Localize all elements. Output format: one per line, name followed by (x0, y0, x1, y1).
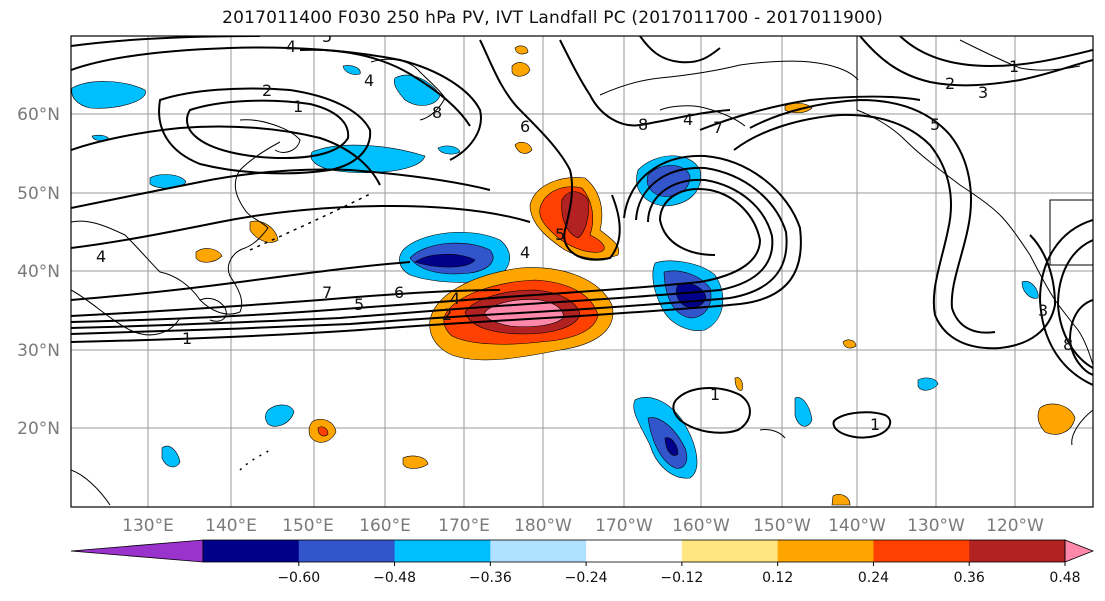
island-chain (239, 449, 271, 471)
colorbar-segment (203, 540, 300, 562)
colorbar-segment (490, 540, 587, 562)
colorbar-tick-label: −0.36 (469, 570, 512, 586)
colorbar-segment (298, 540, 396, 562)
contour-label: 8 (1063, 335, 1073, 354)
colorbar-tick-label: −0.60 (277, 570, 320, 586)
colorbar-tick-label: −0.24 (565, 570, 608, 586)
contour-label: 3 (978, 83, 988, 102)
lon-tick: 160°E (359, 516, 411, 536)
contour-label: 5 (354, 295, 364, 314)
landfall-track (249, 193, 371, 251)
contour-label: 6 (394, 283, 404, 302)
colorbar-tick-label: 0.12 (762, 570, 793, 586)
lat-tick: 40°N (17, 262, 60, 282)
lon-tick: 120°W (986, 516, 1044, 536)
contour-label: 1 (870, 415, 880, 434)
contour-label: 5 (930, 115, 940, 134)
contour-label: 1 (182, 329, 192, 348)
colorbar: −0.60 −0.48 −0.36 −0.24 −0.12 0.12 0.24 0.36 0.4… (70, 539, 1095, 586)
lon-tick: 140°E (205, 516, 257, 536)
page-title: 2017011400 F030 250 hPa PV, IVT Landfall… (222, 8, 883, 28)
colorbar-tick-label: 0.24 (858, 570, 889, 586)
contour-label: 2 (945, 74, 955, 93)
lon-tick: 150°W (753, 516, 811, 536)
contour-label: 4 (450, 289, 460, 308)
map-frame (70, 35, 1094, 508)
lon-tick-labels: 130°E 140°E 150°E 160°E 170°E 180°W 170°… (122, 516, 1044, 536)
colorbar-segment (586, 540, 683, 562)
pv-contours (71, 36, 1093, 439)
contour-label: 8 (638, 115, 648, 134)
colorbar-extension-low (70, 539, 204, 563)
lon-tick: 140°W (828, 516, 886, 536)
contour-label: 3 (1038, 301, 1048, 320)
lon-tick: 170°E (438, 516, 490, 536)
colorbar-segment (394, 540, 491, 562)
contour-label: 2 (442, 305, 452, 324)
lat-tick-labels: 60°N 50°N 40°N 30°N 20°N (17, 105, 60, 439)
contour-label: 1 (710, 385, 720, 404)
colorbar-tick-label: 0.48 (1049, 570, 1080, 586)
lat-tick: 60°N (17, 105, 60, 125)
contour-label: 2 (262, 81, 272, 100)
lon-tick: 160°W (672, 516, 730, 536)
colorbar-tick-label: −0.12 (660, 570, 703, 586)
contour-label: 4 (286, 37, 296, 56)
lat-tick: 30°N (17, 341, 60, 361)
colorbar-segment (777, 540, 874, 562)
contour-label: 1 (293, 97, 303, 116)
contour-label: 4 (96, 247, 106, 266)
colorbar-outline (202, 539, 1066, 563)
contour-label: 1 (1009, 57, 1019, 76)
contour-label: 6 (520, 117, 530, 136)
lon-tick: 180°W (514, 516, 572, 536)
contour-label: 4 (683, 110, 693, 129)
contour-label: 7 (713, 118, 723, 137)
colorbar-segment (969, 540, 1066, 562)
lon-tick: 130°W (907, 516, 965, 536)
colorbar-segment (681, 540, 779, 562)
contour-label: 4 (364, 71, 374, 90)
lon-tick: 130°E (122, 516, 174, 536)
colorbar-tick-label: 0.36 (954, 570, 985, 586)
colorbar-segment (873, 540, 970, 562)
lat-tick: 50°N (17, 184, 60, 204)
colorbar-extension-high (1064, 539, 1095, 563)
lon-tick: 170°W (595, 516, 653, 536)
lat-tick: 20°N (17, 419, 60, 439)
contour-label: 8 (432, 103, 442, 122)
contour-label: 4 (520, 243, 530, 262)
contour-label: 7 (322, 283, 332, 302)
colorbar-tick-label: −0.48 (373, 570, 416, 586)
contour-labels: 4 5 2 1 4 8 6 8 4 7 2 3 1 5 4 5 4 4 7 5 … (96, 27, 1073, 434)
contour-label: 5 (322, 27, 332, 46)
contour-label: 5 (555, 225, 565, 244)
lon-tick: 150°E (282, 516, 334, 536)
